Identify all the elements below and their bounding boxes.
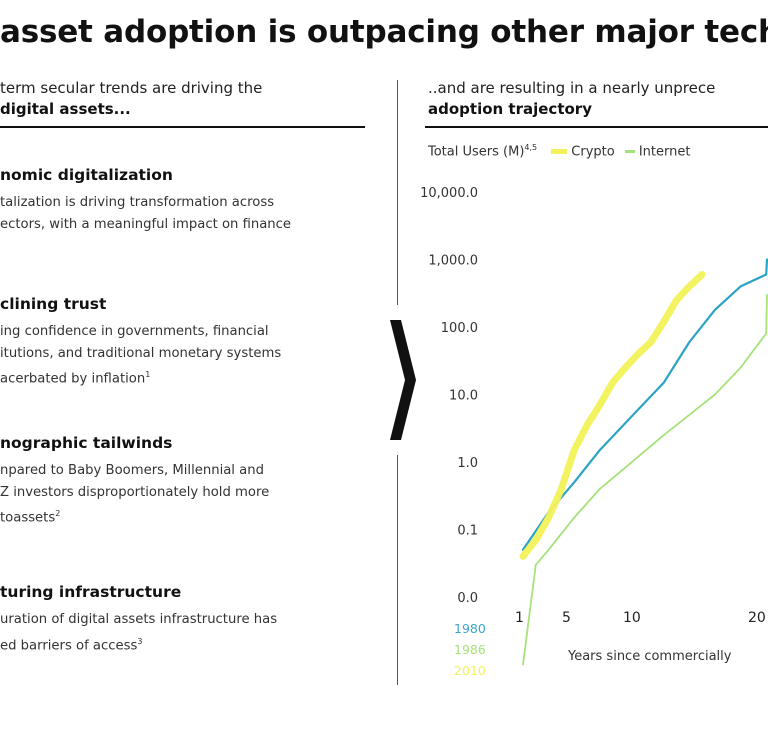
y-tick-label: 0.1	[457, 524, 478, 539]
trend-text-line: ing confidence in governments, financial	[0, 324, 269, 339]
legend-internet-swatch	[624, 150, 635, 154]
x-tick-label: 10	[623, 610, 641, 626]
trend-text: toassets	[0, 510, 56, 526]
column-divider-top	[397, 80, 398, 305]
trend-maturing-infrastructure: turing infrastructure uration of digital…	[0, 583, 370, 656]
trend-text-line: itutions, and traditional monetary syste…	[0, 345, 282, 361]
internet-series-line	[522, 293, 768, 666]
x-axis-ticks: 1 5 10 20	[515, 610, 766, 626]
trend-text-line: ectors, with a meaningful impact on fina…	[0, 216, 292, 232]
left-heading-rule	[0, 126, 365, 128]
trend-text-line: Z investors disproportionately hold more	[0, 484, 270, 500]
x-tick-label: 5	[562, 610, 571, 626]
y-tick-label: 1.0	[457, 456, 478, 471]
adoption-chart: 10,000.0 1,000.0 100.0 10.0 1.0 0.1 0.0 1 5 10 20…	[420, 186, 768, 678]
y-tick-label: 0.0	[457, 591, 478, 606]
y-axis-ticks: 10,000.0 1,000.0 100.0 10.0 1.0 0.1 0.0	[420, 186, 478, 606]
legend-y-label: Total Users (M)	[428, 144, 525, 160]
footnote-marker: 3	[137, 636, 143, 646]
trend-declining-trust: clining trust ing confidence in governme…	[0, 295, 370, 390]
page-title: asset adoption is outpacing other major …	[0, 14, 768, 50]
chart-series	[519, 258, 768, 666]
right-column-heading: ..and are resulting in a nearly unprece …	[428, 78, 768, 120]
trend-text-line: acerbated by inflation1	[0, 364, 370, 390]
trend-text-line: npared to Baby Boomers, Millennial and	[0, 463, 264, 478]
crypto-series-line	[519, 271, 706, 560]
x-tick-label: 20	[748, 610, 766, 626]
footnote-marker: 1	[145, 370, 151, 379]
legend-crypto-label: Crypto	[571, 144, 615, 160]
column-divider-bottom	[397, 455, 398, 685]
trend-title: clining trust	[0, 295, 107, 313]
left-heading-line2: digital assets...	[0, 100, 131, 118]
right-heading-rule	[425, 126, 768, 128]
right-heading-line2: adoption trajectory	[428, 100, 592, 118]
start-year-label: 1986	[454, 642, 486, 657]
right-heading-line1: ..and are resulting in a nearly unprece	[428, 79, 716, 97]
trend-text: ed barriers of access	[0, 637, 138, 653]
trend-title: nomic digitalization	[0, 166, 173, 184]
chart-legend: Total Users (M)4,5 Crypto Internet	[428, 143, 690, 159]
x-tick-label: 1	[515, 610, 524, 626]
start-year-label: 2010	[454, 663, 486, 678]
y-tick-label: 10.0	[449, 389, 478, 404]
left-heading-line1: term secular trends are driving the	[0, 79, 263, 97]
trend-demographic-tailwinds: nographic tailwinds npared to Baby Boome…	[0, 434, 370, 529]
footnote-marker: 2	[55, 509, 61, 518]
trend-text-line: uration of digital assets infrastructure…	[0, 612, 278, 627]
trend-text-line: talization is driving transformation acr…	[0, 195, 275, 210]
start-year-label: 1980	[454, 621, 486, 636]
legend-footnote: 4,5	[524, 143, 538, 152]
trend-text-line: toassets2	[0, 503, 370, 529]
trend-digitalization: nomic digitalization talization is drivi…	[0, 166, 370, 235]
trend-text: acerbated by inflation	[0, 371, 146, 387]
trend-title: nographic tailwinds	[0, 434, 173, 452]
start-year-labels: 1980 1986 2010	[454, 621, 486, 678]
trend-title: turing infrastructure	[0, 583, 182, 601]
legend-internet-label: Internet	[638, 144, 691, 160]
x-axis-label: Years since commercially	[567, 649, 732, 664]
chevron-right-icon	[390, 320, 416, 440]
teal-series-line	[521, 258, 768, 551]
y-tick-label: 1,000.0	[428, 254, 478, 269]
left-column-heading: term secular trends are driving the digi…	[0, 78, 370, 120]
trend-text-line: ed barriers of access3	[0, 631, 370, 657]
legend-crypto-swatch	[551, 149, 568, 155]
y-tick-label: 100.0	[441, 321, 478, 336]
y-tick-label: 10,000.0	[420, 186, 478, 201]
